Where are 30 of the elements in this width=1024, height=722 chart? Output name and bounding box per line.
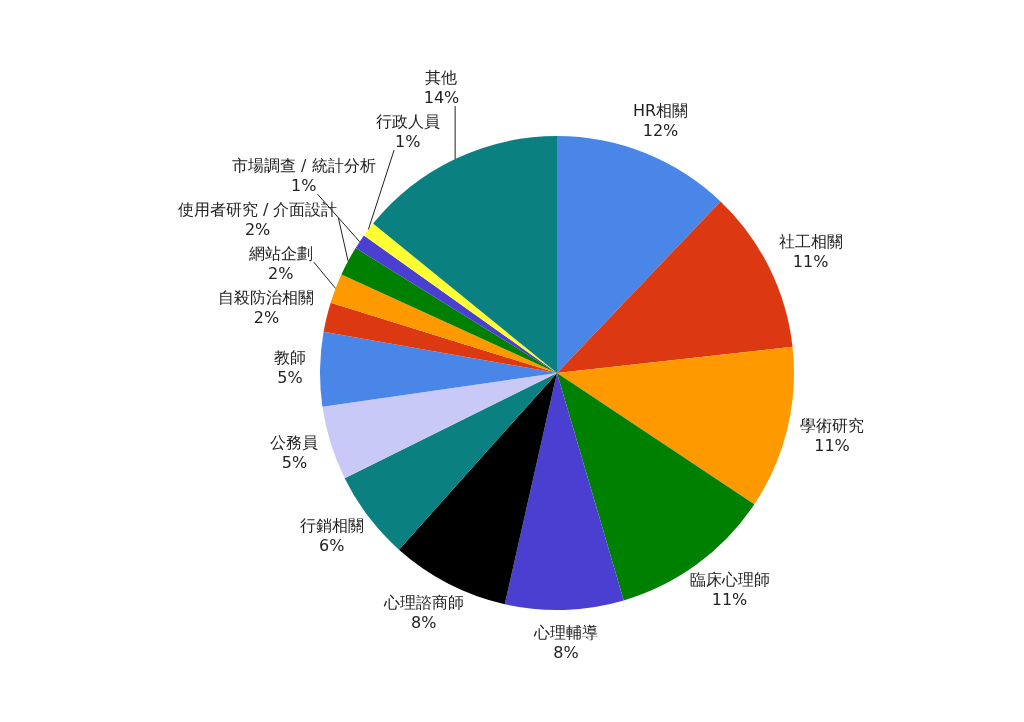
slice-label: 行銷相關	[299, 516, 364, 536]
slice-label: 網站企劃	[247, 244, 313, 264]
slice-label: HR相關	[632, 100, 689, 120]
data-label: 5%	[277, 367, 303, 387]
data-label: 5%	[281, 452, 308, 472]
data-label: 11%	[711, 590, 748, 610]
slice-label: 心理輔導	[532, 623, 598, 643]
slice-label: 臨床心理師	[689, 570, 770, 590]
slice-label: 社工相關	[778, 231, 843, 251]
slice-label: 學術研究	[800, 416, 865, 436]
slice-label: 公務員	[270, 432, 319, 452]
slice-label: 教師	[274, 347, 307, 367]
slice-label: 自殺防治相關	[218, 288, 315, 308]
data-label: 14%	[423, 88, 460, 108]
slice-label: 心理諮商師	[382, 593, 464, 613]
data-label: 1%	[395, 132, 421, 152]
data-label: 8%	[410, 613, 437, 633]
data-label: 6%	[319, 536, 345, 556]
slice-label: 使用者研究 / 介面設計	[177, 200, 338, 220]
slice-label: 其他	[425, 68, 458, 88]
data-label: 11%	[814, 436, 850, 456]
data-label: 2%	[253, 308, 280, 328]
data-label: 1%	[291, 176, 317, 196]
data-label: 2%	[268, 264, 294, 284]
data-label: 2%	[244, 220, 271, 240]
data-label: 8%	[553, 643, 579, 663]
slice-label: 市場調查 / 統計分析	[232, 156, 376, 176]
data-label: 12%	[642, 120, 679, 140]
data-label: 11%	[792, 251, 829, 271]
slice-label: 行政人員	[375, 112, 440, 132]
